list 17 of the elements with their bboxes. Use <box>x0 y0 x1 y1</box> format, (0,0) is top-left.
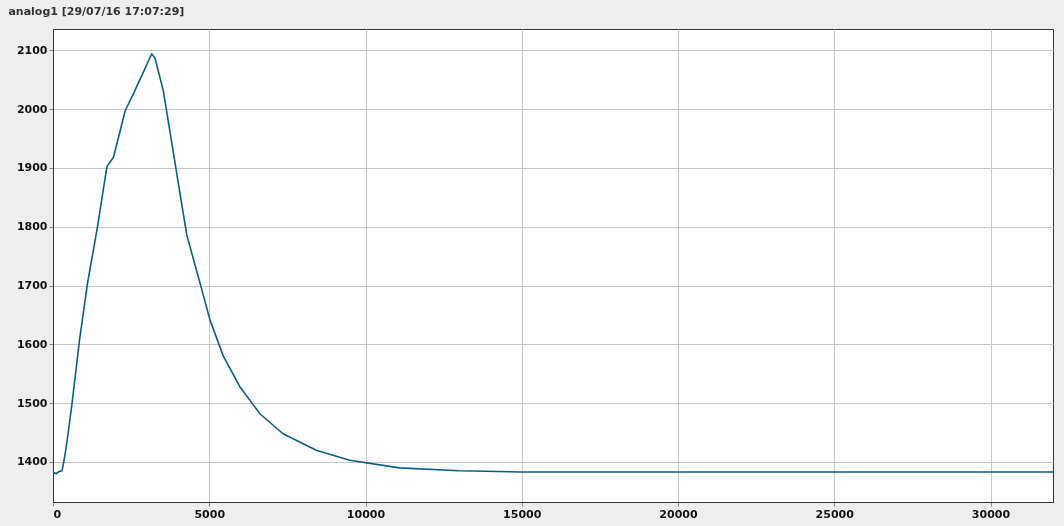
x-tick-label: 0 <box>53 507 62 521</box>
x-tick-label: 30000 <box>971 507 1011 521</box>
y-tick-label: 2000 <box>16 102 48 116</box>
chart-title: analog1 [29/07/16 17:07:29] <box>8 5 185 18</box>
y-tick-label: 1700 <box>16 279 48 292</box>
y-tick-label: 1400 <box>16 455 48 469</box>
y-tick-label: 2100 <box>16 43 48 57</box>
x-tick-label: 25000 <box>815 507 855 521</box>
y-tick-label: 1900 <box>16 161 48 175</box>
x-tick-label: 10000 <box>346 507 386 521</box>
y-tick-label: 1500 <box>16 396 48 410</box>
x-tick-label: 5000 <box>194 507 226 521</box>
line-series <box>53 52 1053 475</box>
x-tick-label: 15000 <box>503 507 542 521</box>
y-tick-label: 1600 <box>16 337 48 351</box>
x-tick-label: 20000 <box>659 507 698 521</box>
y-tick-label: 1800 <box>16 220 48 234</box>
